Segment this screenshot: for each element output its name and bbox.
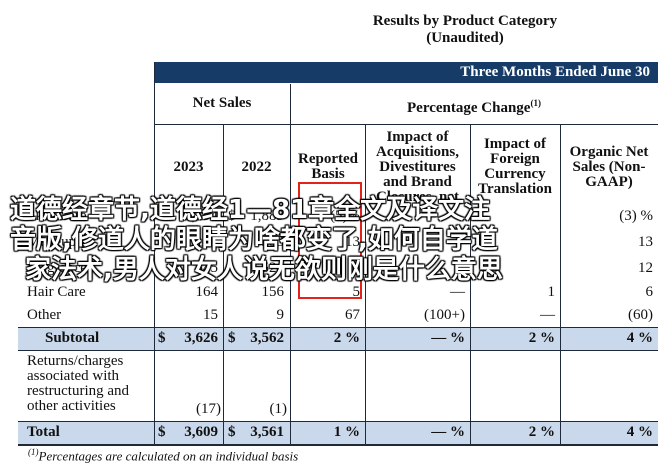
pct-change-footnote-mark: (1) [530, 98, 541, 108]
total-label: Total [27, 424, 60, 440]
period-header-band [154, 62, 658, 83]
column-divider [223, 124, 224, 444]
total-2022: 3,561 [250, 424, 284, 440]
report-title: Results by Product Category [372, 13, 558, 29]
col-organic-header: Organic Net Sales (Non-GAAP) [569, 144, 649, 190]
period-header-text: Three Months Ended June 30 [460, 64, 650, 80]
currency-sign: $ [158, 208, 166, 224]
row-cell-v2022: 524 [261, 260, 285, 276]
row-cell-reported: 4 [352, 260, 361, 276]
net-sales-header: Net Sales [192, 95, 252, 111]
row-label: Hair Care [27, 284, 86, 300]
row-cell-organic: 12 [638, 260, 653, 276]
column-divider [154, 62, 155, 444]
row-cell-acq: (100+) [424, 307, 465, 323]
overlay-text-line2: 音版,修道人的眼睛为啥都变了,如何自学道 [10, 225, 498, 255]
subtotal-reported: 2 % [333, 330, 360, 346]
rule [154, 124, 290, 125]
currency-sign: $ [228, 424, 236, 440]
row-cell-v2023: 545 [195, 260, 219, 276]
row-cell-v2023: 1,108 [184, 234, 218, 250]
pct-change-label: Percentage Change [407, 100, 531, 116]
subtotal-acquisitions: — % [431, 330, 465, 346]
col-fx-header: Impact of Foreign Currency Translation [478, 136, 552, 197]
row-label: Fragrance [27, 260, 87, 276]
row-cell-reported: (5)% [330, 208, 360, 224]
col-2022-header: 2022 [241, 159, 272, 175]
row-label: Other [27, 307, 62, 323]
col-acquisitions-header: Impact of Acquisitions, Divestitures and… [375, 129, 460, 205]
row-cell-organic: 13 [638, 234, 653, 250]
footnote-mark: (1) [28, 447, 39, 457]
footnote: (1)Percentages are calculated on an indi… [28, 447, 298, 464]
row-cell-acq: — [450, 284, 465, 300]
rule [290, 124, 658, 125]
returns-2023: (17) [196, 401, 221, 417]
col-reported-header: Reported Basis [298, 151, 358, 182]
total-acquisitions: — % [431, 424, 465, 440]
currency-sign: $ [228, 330, 236, 346]
total-reported: 1 % [333, 424, 360, 440]
row-cell-organic: 6 [645, 284, 654, 300]
total-organic: 4 % [626, 424, 653, 440]
currency-sign: $ [158, 330, 166, 346]
row-cell-v2022: 983 [261, 234, 285, 250]
reported-basis-highlight-box [298, 182, 362, 299]
column-divider [560, 124, 561, 444]
row-cell-reported: 5 [352, 284, 361, 300]
total-row-shade [18, 422, 658, 444]
total-2023: 3,609 [184, 424, 218, 440]
rule [18, 327, 658, 328]
column-divider [470, 124, 471, 444]
row-cell-v2022: 9 [276, 307, 285, 323]
row-cell-fx: — [540, 307, 555, 323]
overlay-text-line3: 家法术,男人对女人说无欲则刚是什么意思 [25, 255, 503, 285]
row-label: Skin Care [27, 208, 87, 224]
column-divider [290, 84, 291, 444]
subtotal-2023: 3,626 [184, 330, 218, 346]
rule [18, 444, 658, 446]
row-cell-fx: 1 [547, 284, 556, 300]
row-cell-v2022: 1,883 [250, 208, 284, 224]
subtotal-row-shade [18, 328, 658, 350]
currency-sign: $ [158, 424, 166, 440]
subtotal-fx: 2 % [528, 330, 555, 346]
returns-2022: (1) [269, 401, 288, 417]
col-2023-header: 2023 [173, 159, 204, 175]
row-cell-v2023: 164 [195, 284, 219, 300]
rule [18, 421, 658, 422]
column-divider [365, 124, 366, 444]
row-cell-v2022: 156 [261, 284, 285, 300]
rule [18, 350, 658, 351]
row-cell-organic: (3) % [619, 208, 653, 224]
row-cell-reported: 13 [345, 234, 360, 250]
report-subtitle: (Unaudited) [426, 30, 504, 46]
subtotal-organic: 4 % [626, 330, 653, 346]
overlay-text-line1: 道德经章节,道德经1—81章全文及译文注 [10, 195, 491, 225]
subtotal-label: Subtotal [45, 330, 100, 346]
pct-change-header: Percentage Change(1) [290, 96, 658, 116]
row-cell-organic: (60) [628, 307, 653, 323]
row-cell-v2023: 15 [203, 307, 218, 323]
row-cell-reported: 67 [345, 307, 360, 323]
row-label: Makeup [27, 234, 77, 250]
currency-sign: $ [228, 208, 236, 224]
returns-label: Returns/charges associated with restruct… [27, 353, 130, 414]
row-cell-v2023: 1,794 [184, 208, 218, 224]
subtotal-2022: 3,562 [250, 330, 284, 346]
total-fx: 2 % [528, 424, 555, 440]
footnote-text: Percentages are calculated on an individ… [38, 448, 299, 464]
